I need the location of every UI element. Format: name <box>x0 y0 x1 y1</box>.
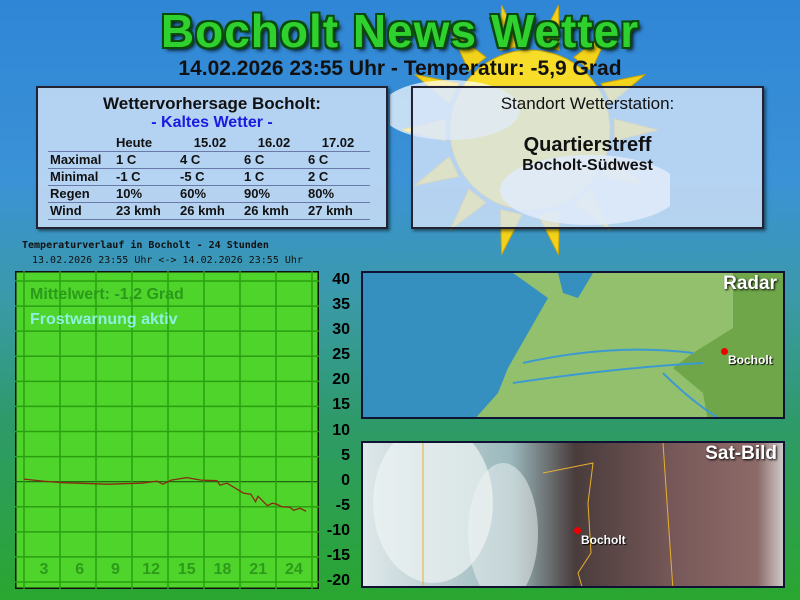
y-tick-label: 30 <box>332 321 350 339</box>
city-label: Bocholt <box>581 533 626 547</box>
station-heading: Standort Wetterstation: <box>500 94 675 113</box>
forecast-row: Regen 10% 60% 90% 80% <box>48 185 370 203</box>
y-tick-label: 15 <box>332 396 350 414</box>
station-name: Quartierstreff <box>523 134 652 156</box>
forecast-row: Wind 23 kmh 26 kmh 26 kmh 27 kmh <box>48 202 370 220</box>
row-label: Wind <box>48 202 114 220</box>
forecast-cell: 1 C <box>242 168 306 186</box>
x-tick-label: 3 <box>40 561 49 578</box>
sat-label: Sat-Bild <box>705 443 777 464</box>
forecast-cell: 26 kmh <box>242 202 306 220</box>
x-tick-label: 12 <box>142 561 160 578</box>
forecast-cell: 80% <box>306 185 370 203</box>
temperature-chart: 3 6 9 12 15 18 21 24 Mittelwert: -1,2 Grad Frostw… <box>15 271 319 589</box>
forecast-cell: 2 C <box>306 168 370 186</box>
x-tick-label: 9 <box>111 561 120 578</box>
satellite-image <box>363 443 783 586</box>
page-title: Bocholt News Wetter <box>160 5 640 57</box>
chart-time-range: 13.02.2026 23:55 Uhr <-> 14.02.2026 23:5… <box>32 255 303 266</box>
frost-warning-annotation: Frostwarnung aktiv <box>30 311 178 328</box>
forecast-cell: 1 C <box>114 151 178 169</box>
forecast-cell: 6 C <box>242 151 306 169</box>
y-tick-label: 10 <box>332 421 350 439</box>
y-tick-label: 25 <box>332 346 350 364</box>
y-tick-label: 40 <box>332 271 350 288</box>
y-tick-label: 5 <box>341 446 350 464</box>
radar-label: Radar <box>723 273 777 294</box>
y-tick-label: -20 <box>326 572 350 589</box>
forecast-cell: 23 kmh <box>114 202 178 220</box>
x-tick-label: 21 <box>249 561 267 578</box>
forecast-panel: Wettervorhersage Bocholt: - Kaltes Wette… <box>36 86 388 229</box>
forecast-cell: 27 kmh <box>306 202 370 220</box>
temperature-line <box>23 476 307 512</box>
x-tick-label: 6 <box>75 561 84 578</box>
forecast-cell: 6 C <box>306 151 370 169</box>
x-tick-label: 15 <box>178 561 196 578</box>
column-header: Heute <box>114 134 178 152</box>
forecast-title: Wettervorhersage Bocholt: <box>103 94 321 113</box>
row-label: Maximal <box>48 151 114 169</box>
city-label: Bocholt <box>728 353 773 367</box>
chart-title: Temperaturverlauf in Bocholt - 24 Stunde… <box>22 240 269 251</box>
y-tick-label: -5 <box>335 496 350 514</box>
row-label: Minimal <box>48 168 114 186</box>
y-tick-label: 35 <box>332 296 350 314</box>
column-header: 16.02 <box>242 134 306 152</box>
mean-temperature-annotation: Mittelwert: -1,2 Grad <box>30 286 184 303</box>
satellite-map[interactable]: Sat-Bild Bocholt <box>361 441 785 588</box>
station-panel: Standort Wetterstation: Quartierstreff B… <box>411 86 764 229</box>
radar-map[interactable]: Radar Bocholt <box>361 271 785 419</box>
row-label: Regen <box>48 185 114 203</box>
forecast-cell: 60% <box>178 185 242 203</box>
forecast-cell: -5 C <box>178 168 242 186</box>
y-tick-label: -10 <box>326 521 350 539</box>
forecast-cell: -1 C <box>114 168 178 186</box>
bocholt-marker <box>574 527 581 534</box>
y-tick-label: -15 <box>326 546 350 564</box>
y-tick-label: 0 <box>341 471 350 489</box>
bocholt-marker <box>721 348 728 355</box>
station-location: Bocholt-Südwest <box>522 157 653 174</box>
forecast-cell: 10% <box>114 185 178 203</box>
x-tick-label: 24 <box>285 561 303 578</box>
forecast-cell: 4 C <box>178 151 242 169</box>
forecast-condition: - Kaltes Wetter - <box>151 114 273 131</box>
radar-map-image <box>476 273 783 417</box>
column-header: 15.02 <box>178 134 242 152</box>
y-tick-label: 20 <box>332 371 350 389</box>
forecast-cell: 90% <box>242 185 306 203</box>
column-header: 17.02 <box>306 134 370 152</box>
x-tick-label: 18 <box>214 561 232 578</box>
plot-background <box>15 271 319 589</box>
forecast-cell: 26 kmh <box>178 202 242 220</box>
current-temperature-line: 14.02.2026 23:55 Uhr - Temperatur: -5,9 … <box>178 57 622 80</box>
